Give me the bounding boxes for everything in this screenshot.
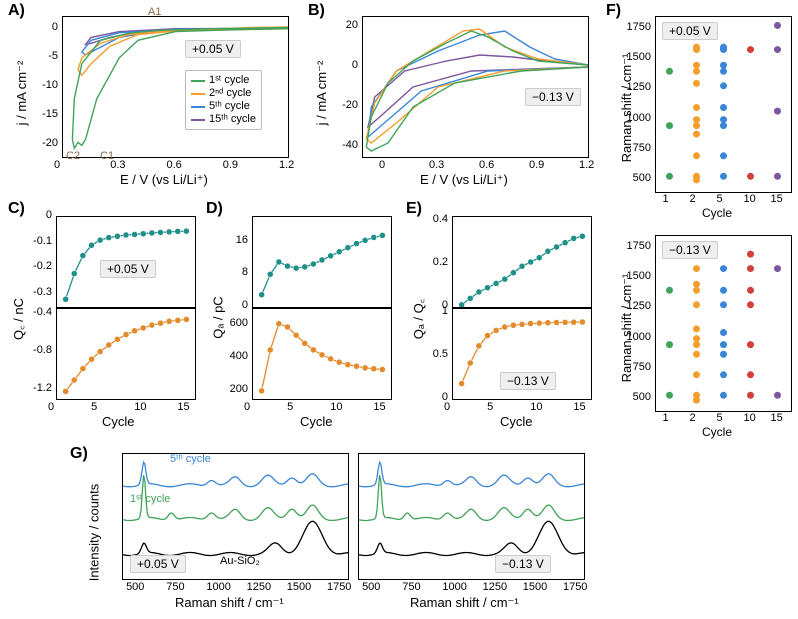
panel-c-xlabel: Cycle: [102, 414, 135, 429]
panel-b-svg: [363, 17, 588, 157]
panel-d-top-plot: [252, 216, 392, 308]
panel-b-plot: [362, 16, 589, 158]
panel-g-ylabel: Intensity / counts: [87, 473, 102, 593]
legend-label-5: 5ᵗʰ cycle: [209, 100, 250, 113]
panel-c: C) Q꜀ / nC +0.05 V 051015-1.2-0.8-0.4-0.…: [0, 200, 200, 440]
panel-f-top-plot: [655, 16, 792, 193]
panel-a-label: A): [8, 2, 25, 20]
panel-f-bot-ylabel: Raman shift / cm⁻¹: [619, 263, 635, 393]
panel-f-bot-xlabel: Cycle: [702, 425, 732, 439]
panel-e-top-svg: [453, 217, 591, 307]
legend-label-15: 15ᵗʰ cycle: [209, 113, 256, 126]
panel-a-xlabel: E / V (vs Li/Li⁺): [120, 172, 208, 188]
panel-b: B) j / mA cm⁻² −0.13 V 00.30.60.91.2-40-…: [300, 0, 600, 190]
panel-d-bot-svg: [253, 309, 391, 399]
panel-b-label: B): [308, 2, 325, 20]
panel-a-annot-c2: C2: [66, 150, 80, 162]
panel-f-top-badge: +0.05 V: [662, 22, 718, 40]
panel-c-bot-plot: [56, 308, 196, 400]
legend-swatch-1: [191, 80, 205, 82]
legend-label-2: 2ⁿᵈ cycle: [209, 87, 251, 100]
panel-e: E) Qₐ / Q꜀ −0.13 V 05101500.5100.20.4 Cy…: [400, 200, 600, 440]
legend-row-15: 15ᵗʰ cycle: [191, 113, 256, 126]
panel-b-badge: −0.13 V: [525, 88, 581, 106]
panel-g-right-xlabel: Raman shift / cm⁻¹: [410, 595, 519, 611]
legend-row-1: 1ˢᵗ cycle: [191, 74, 256, 87]
legend-swatch-2: [191, 93, 205, 95]
panel-a-badge: +0.05 V: [185, 40, 241, 58]
panel-f-label: F): [606, 2, 621, 20]
legend-row-5: 5ᵗʰ cycle: [191, 100, 256, 113]
panel-g: G) Intensity / counts +0.05 V 5ᵗʰ cycle …: [0, 445, 600, 619]
panel-a: A) j / mA cm⁻² A1 C1 C2 +0.05 V 1ˢᵗ cycl…: [0, 0, 300, 190]
panel-d-xlabel: Cycle: [300, 414, 333, 429]
panel-d-bot-plot: [252, 308, 392, 400]
panel-f-bot-svg: [656, 236, 791, 411]
panel-c-label: C): [8, 200, 25, 218]
panel-g-left-xlabel: Raman shift / cm⁻¹: [175, 595, 284, 611]
panel-g-cyc1-label: 1ˢᵗ cycle: [130, 493, 170, 505]
panel-a-ylabel: j / mA cm⁻²: [14, 43, 30, 143]
legend-row-2: 2ⁿᵈ cycle: [191, 87, 256, 100]
panel-e-top-plot: [452, 216, 592, 308]
panel-d-top-svg: [253, 217, 391, 307]
panel-d: D) Qₐ / pC 0510152004006000816 Cycle: [200, 200, 400, 440]
panel-f-top-svg: [656, 17, 791, 192]
legend-swatch-5: [191, 106, 205, 108]
panel-c-top-badge: +0.05 V: [100, 260, 156, 278]
panel-g-au-label: Au-SiO₂: [220, 555, 260, 567]
panel-e-bot-badge: −0.13 V: [500, 372, 556, 390]
legend-label-1: 1ˢᵗ cycle: [209, 74, 249, 87]
panel-f-bot-badge: −0.13 V: [662, 241, 718, 259]
panel-g-label: G): [70, 445, 88, 463]
panel-g-cyc5-label: 5ᵗʰ cycle: [170, 453, 211, 465]
panel-a-legend: 1ˢᵗ cycle 2ⁿᵈ cycle 5ᵗʰ cycle 15ᵗʰ cycle: [185, 70, 262, 130]
panel-e-xlabel: Cycle: [500, 414, 533, 429]
panel-d-label: D): [206, 200, 223, 218]
panel-b-xlabel: E / V (vs Li/Li⁺): [420, 172, 508, 188]
panel-f-bot-plot: [655, 235, 792, 412]
legend-swatch-15: [191, 119, 205, 121]
panel-g-right-badge: −0.13 V: [495, 555, 551, 573]
figure-root: A) j / mA cm⁻² A1 C1 C2 +0.05 V 1ˢᵗ cycl…: [0, 0, 798, 619]
panel-f-top-xlabel: Cycle: [702, 206, 732, 220]
panel-g-left-badge: +0.05 V: [130, 555, 186, 573]
panel-c-bot-svg: [57, 309, 195, 399]
panel-f: F) Raman shift / cm⁻¹ +0.05 V 1251015500…: [600, 0, 798, 440]
panel-g-right-plot: [358, 453, 585, 580]
panel-a-annot-a1: A1: [148, 6, 161, 18]
panel-b-ylabel: j / mA cm⁻²: [314, 43, 330, 143]
